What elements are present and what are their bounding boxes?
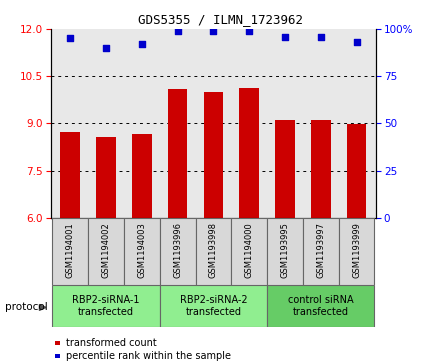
Point (246, 28, 253, 34)
Point (174, 28, 181, 34)
Bar (204, 92, 223, 218)
Point (282, 34, 289, 40)
Bar (347, 125, 367, 218)
Bar (195, 218, 231, 285)
Bar (231, 218, 267, 285)
Text: GSM1193998: GSM1193998 (209, 222, 218, 278)
Point (210, 28, 217, 34)
Text: control siRNA
transfected: control siRNA transfected (288, 295, 354, 317)
Bar (52, 218, 88, 285)
Bar (55, 341, 60, 345)
Text: GSM1194002: GSM1194002 (102, 222, 110, 278)
Bar (275, 120, 295, 218)
Bar (267, 218, 303, 285)
Bar (160, 218, 195, 285)
Text: RBP2-siRNA-1
transfected: RBP2-siRNA-1 transfected (72, 295, 140, 317)
Bar (96, 136, 116, 218)
Point (317, 34, 324, 40)
Bar (303, 218, 339, 285)
Bar (267, 285, 374, 327)
Text: GSM1193999: GSM1193999 (352, 222, 361, 278)
Text: protocol: protocol (5, 302, 48, 313)
Point (103, 45, 110, 51)
Bar (52, 285, 160, 327)
Point (138, 41, 145, 47)
Bar (124, 218, 160, 285)
Text: GSM1193997: GSM1193997 (316, 222, 325, 278)
Point (353, 39, 360, 45)
Text: GSM1193996: GSM1193996 (173, 222, 182, 278)
Bar (132, 134, 152, 218)
Text: GSM1194000: GSM1194000 (245, 222, 254, 278)
Point (67, 36, 74, 41)
Text: percentile rank within the sample: percentile rank within the sample (66, 351, 231, 361)
Bar (311, 120, 330, 218)
Text: GDS5355 / ILMN_1723962: GDS5355 / ILMN_1723962 (138, 13, 303, 26)
Bar (239, 88, 259, 218)
Text: GSM1194001: GSM1194001 (66, 222, 75, 278)
Bar (60, 132, 80, 218)
Bar (160, 285, 267, 327)
Bar (55, 354, 60, 358)
Text: GSM1193995: GSM1193995 (280, 222, 290, 278)
Bar (88, 218, 124, 285)
Text: RBP2-siRNA-2
transfected: RBP2-siRNA-2 transfected (180, 295, 247, 317)
Text: GSM1194003: GSM1194003 (137, 222, 147, 278)
Bar (168, 89, 187, 218)
Bar (339, 218, 374, 285)
Text: transformed count: transformed count (66, 338, 156, 348)
